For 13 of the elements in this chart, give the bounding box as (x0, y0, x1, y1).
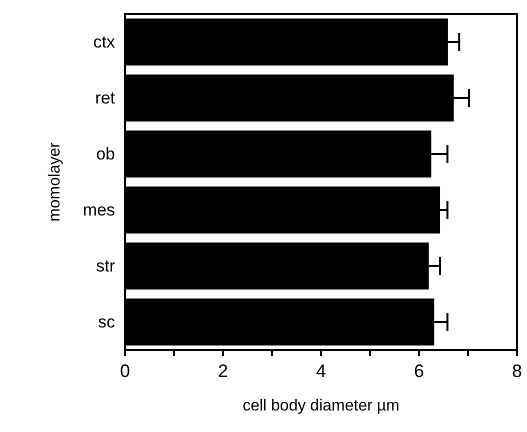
x-axis-title: cell body diameter µm (242, 398, 400, 414)
y-tick-label: ret (95, 88, 116, 108)
y-tick-label: sc (98, 312, 116, 332)
x-tick-label: 4 (316, 361, 326, 381)
x-tick-label: 6 (414, 361, 424, 381)
y-tick-label: mes (82, 200, 115, 220)
x-tick-label: 2 (218, 361, 228, 381)
y-tick-label: ob (96, 144, 115, 164)
y-tick-label: ctx (93, 32, 116, 52)
y-axis-title: momolayer (46, 142, 64, 222)
y-tick-label: str (96, 256, 116, 276)
x-tick-label: 8 (512, 361, 522, 381)
x-tick-label: 0 (120, 361, 130, 381)
